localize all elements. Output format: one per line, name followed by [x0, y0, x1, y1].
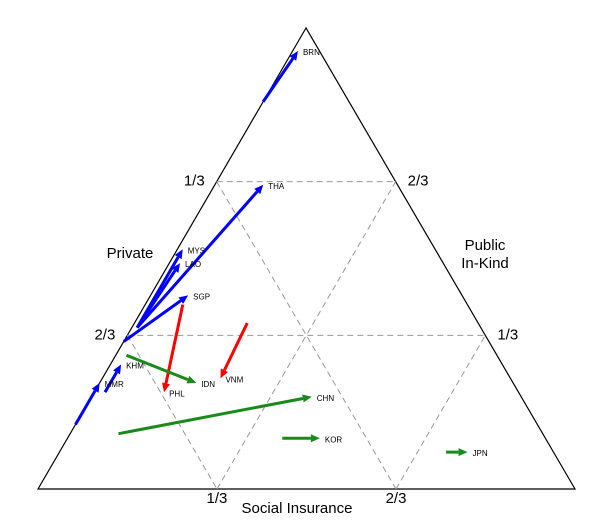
arrow-label: THA — [268, 182, 285, 191]
arrow-head — [458, 448, 468, 457]
arrow: THA — [136, 182, 285, 329]
triangle-frame — [36, 26, 577, 490]
axis-title: Public — [465, 237, 506, 254]
arrow-label: BRN — [303, 48, 320, 57]
arrow: VNM — [220, 322, 249, 384]
arrow-shaft — [135, 269, 177, 329]
arrow-shaft — [223, 322, 249, 371]
arrow-head — [174, 249, 183, 260]
tick-label: 2/3 — [386, 490, 407, 507]
arrow-shaft — [74, 389, 97, 426]
arrow: KHM — [103, 362, 144, 393]
arrow-label: JPN — [473, 449, 488, 458]
axis-title: In-Kind — [461, 255, 509, 272]
arrow-head — [171, 263, 181, 273]
axis-title: Social Insurance — [242, 500, 353, 517]
axis-title: Private — [107, 245, 154, 262]
arrow-shaft — [103, 371, 118, 393]
arrow-head — [310, 434, 320, 443]
arrow: SGP — [122, 292, 210, 343]
arrow-shaft — [118, 397, 304, 436]
tick-label: 1/3 — [184, 173, 205, 190]
grid-line — [395, 335, 486, 490]
arrow-label: IDN — [201, 380, 215, 389]
tick-label: 1/3 — [497, 326, 518, 343]
arrow-head — [178, 295, 189, 304]
arrow-head — [91, 382, 100, 393]
arrow-label: VNM — [225, 375, 243, 384]
arrow: IDN — [125, 353, 215, 389]
tick-label: 2/3 — [408, 173, 429, 190]
tick-label: 2/3 — [94, 326, 115, 343]
arrow-shaft — [122, 299, 182, 343]
arrow-shaft — [261, 57, 295, 103]
arrow-shaft — [136, 190, 259, 329]
arrow-label: MMR — [105, 380, 124, 389]
arrow: BRN — [261, 48, 320, 103]
arrow-label: PHL — [169, 389, 185, 398]
arrow-label: SGP — [193, 292, 210, 301]
arrow-head — [186, 375, 197, 384]
arrow: MMR — [74, 380, 124, 426]
arrow-head — [162, 382, 170, 393]
arrow-head — [113, 364, 122, 375]
arrow: PHL — [162, 304, 185, 398]
arrow: LAO — [135, 260, 201, 329]
arrow: CHN — [118, 394, 335, 436]
arrow: JPN — [446, 448, 488, 458]
arrow-head — [289, 51, 298, 61]
arrow: KOR — [282, 434, 342, 444]
arrow-head — [254, 184, 264, 195]
arrow-label: CHN — [317, 394, 335, 403]
arrow-head — [220, 368, 228, 379]
arrow-label: KOR — [325, 435, 343, 444]
arrow-label: KHM — [126, 362, 144, 371]
arrow-shaft — [125, 353, 189, 382]
arrow-label: LAO — [185, 260, 201, 269]
arrow-head — [302, 394, 312, 403]
tick-label: 1/3 — [207, 490, 228, 507]
arrow-shaft — [164, 304, 185, 384]
arrow-label: MYS — [188, 246, 205, 255]
